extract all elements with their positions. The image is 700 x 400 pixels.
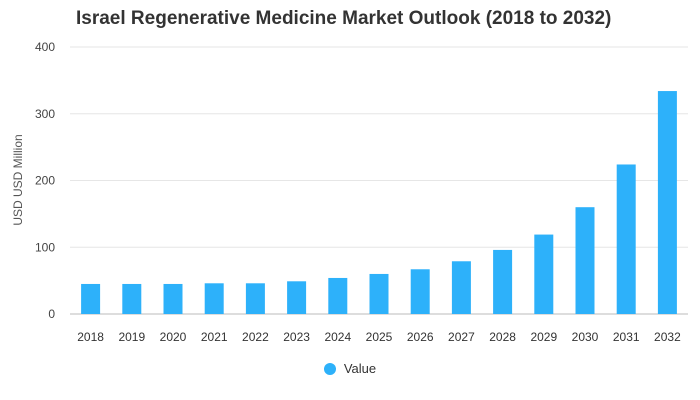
x-tick-label: 2023 [283,330,310,344]
x-tick-label: 2031 [613,330,640,344]
bar-2027[interactable] [451,261,471,314]
legend[interactable]: Value [0,361,700,376]
bar-2020[interactable] [163,283,183,314]
bar-2032[interactable] [657,91,677,315]
x-tick-label: 2030 [572,330,599,344]
x-tick-label: 2025 [366,330,393,344]
bar-2028[interactable] [493,249,513,314]
x-tick-label: 2022 [242,330,269,344]
chart-title: Israel Regenerative Medicine Market Outl… [76,8,612,29]
y-tick-label: 300 [35,107,55,121]
x-tick-label: 2019 [118,330,145,344]
bar-2019[interactable] [122,283,142,314]
bar-2030[interactable] [575,207,595,314]
bar-2022[interactable] [245,283,265,314]
legend-label-value: Value [343,361,377,376]
y-tick-label: 0 [48,307,55,321]
x-tick-labels: 2018 2019 2020 2021 2022 2023 2024 2025 2026 2027… [77,330,681,344]
y-tick-label: 400 [35,40,55,54]
bars [81,91,677,315]
x-tick-label: 2032 [654,330,681,344]
x-tick-label: 2026 [407,330,434,344]
bar-2024[interactable] [328,277,348,314]
bar-2031[interactable] [616,164,636,314]
legend-marker-value [323,362,336,375]
bar-2025[interactable] [369,273,389,314]
x-tick-label: 2018 [77,330,104,344]
x-tick-label: 2028 [489,330,516,344]
x-tick-label: 2020 [160,330,187,344]
bar-2021[interactable] [204,283,224,314]
bar-2029[interactable] [534,234,554,314]
bar-2023[interactable] [287,281,307,314]
x-tick-label: 2024 [324,330,351,344]
y-tick-labels: 0 100 200 300 400 [35,40,55,321]
y-tick-label: 100 [35,240,55,254]
bar-2018[interactable] [81,283,101,314]
y-tick-label: 200 [35,174,55,188]
x-tick-label: 2021 [201,330,228,344]
bar-2026[interactable] [410,269,430,314]
x-tick-label: 2029 [530,330,557,344]
x-tick-label: 2027 [448,330,475,344]
